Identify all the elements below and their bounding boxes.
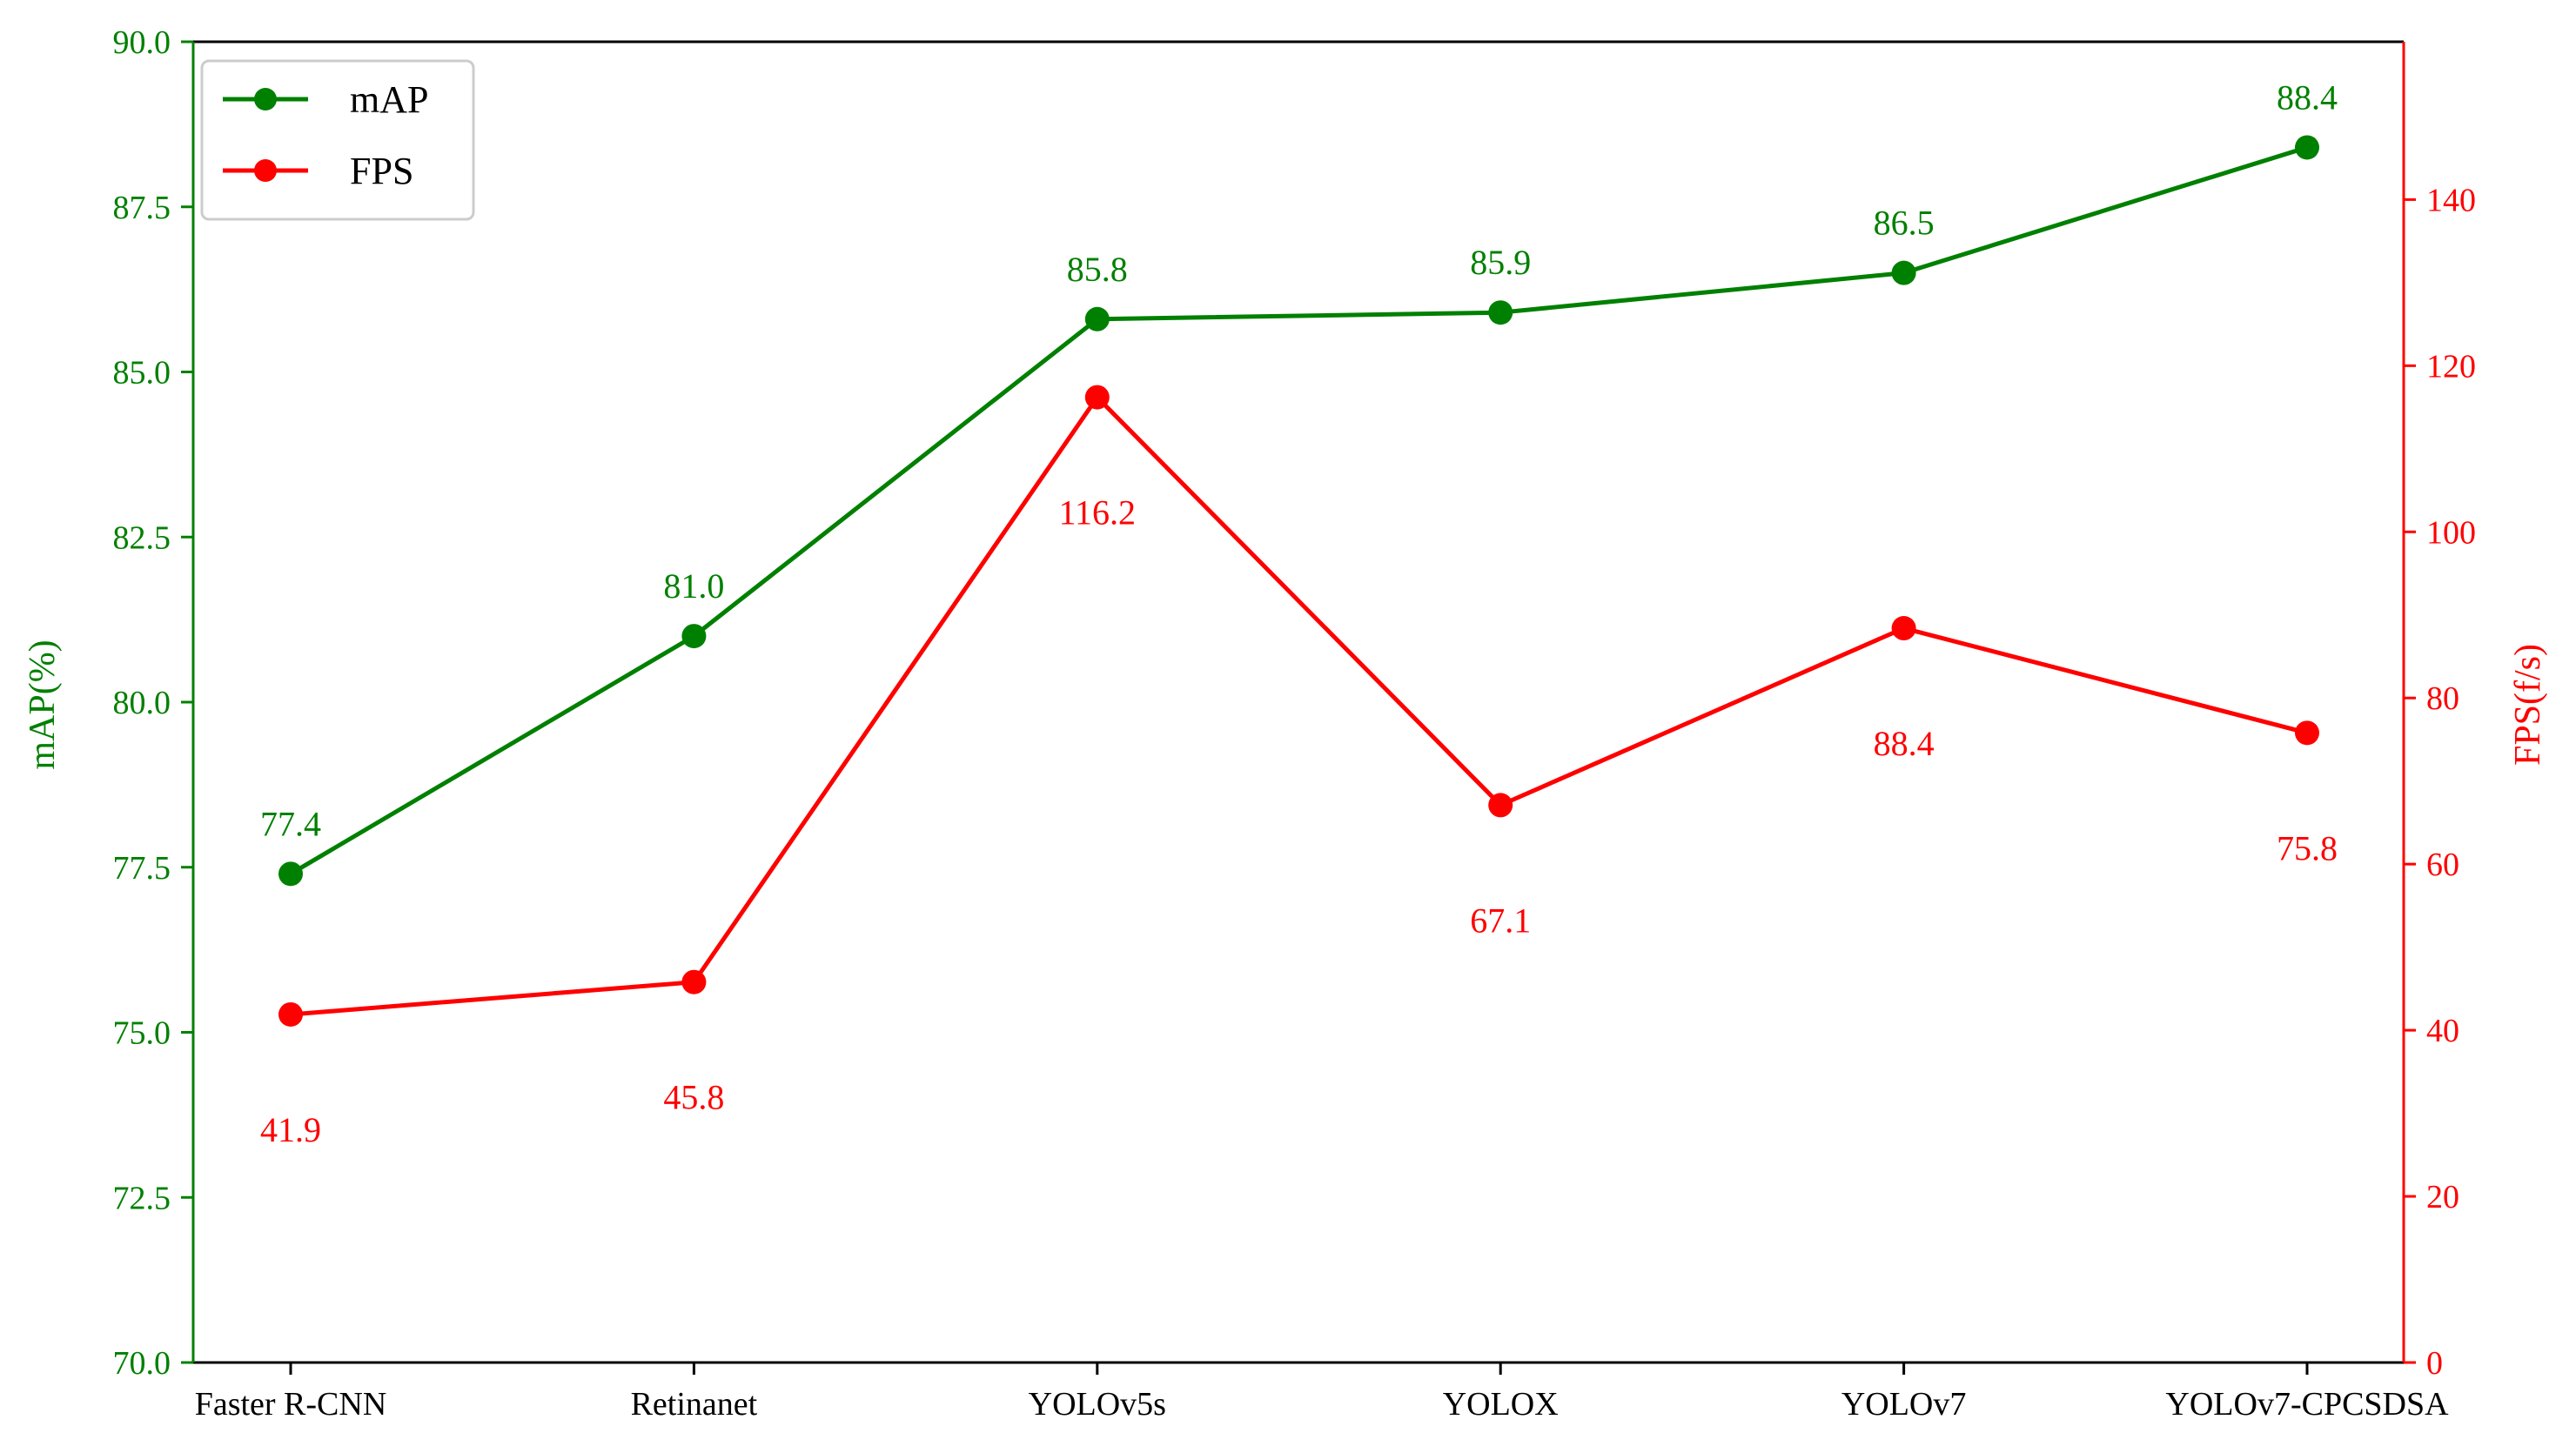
- y-left-tick-label: 87.5: [113, 190, 171, 226]
- fps-data-label: 88.4: [1874, 724, 1935, 763]
- x-tick-label: YOLOX: [1443, 1386, 1559, 1423]
- y-right-tick-label: 0: [2426, 1345, 2443, 1382]
- legend-map-label: mAP: [350, 78, 428, 121]
- y-left-tick-label: 90.0: [113, 24, 171, 61]
- fps-data-label: 45.8: [663, 1078, 724, 1117]
- y-left-tick-label: 70.0: [113, 1345, 171, 1382]
- x-tick-label: YOLOv7-CPCSDSA: [2165, 1386, 2449, 1423]
- y-left-tick-label: 85.0: [113, 355, 171, 392]
- fps-point: [1891, 616, 1916, 641]
- map-data-label: 85.8: [1067, 250, 1128, 289]
- y-right-tick-label: 140: [2426, 182, 2476, 218]
- legend-map-marker: [254, 88, 277, 110]
- y-right-tick-label: 60: [2426, 847, 2459, 883]
- map-point: [681, 624, 707, 649]
- y-right-tick-label: 100: [2426, 514, 2476, 551]
- map-point: [2295, 135, 2319, 160]
- x-tick-label: Faster R-CNN: [195, 1386, 387, 1423]
- fps-data-label: 41.9: [260, 1110, 321, 1149]
- x-tick-label: YOLOv5s: [1029, 1386, 1166, 1423]
- fps-data-label: 67.1: [1470, 901, 1531, 940]
- map-point: [1084, 306, 1110, 331]
- map-data-label: 88.4: [2277, 77, 2338, 117]
- legend-fps-label: FPS: [350, 150, 413, 192]
- fps-series-line: [290, 395, 2308, 1017]
- y-axis-right-title: FPS(f/s): [2508, 644, 2548, 766]
- map-point: [1488, 300, 1513, 325]
- map-series-line: [289, 145, 2308, 876]
- legend-frame: [200, 59, 475, 221]
- map-data-label: 77.4: [260, 804, 321, 843]
- y-right-tick-label: 20: [2426, 1179, 2459, 1215]
- map-data-label: 86.5: [1874, 204, 1935, 243]
- fps-point: [1084, 385, 1110, 410]
- fps-point: [2295, 720, 2319, 746]
- fps-point: [278, 1001, 303, 1027]
- y-left-tick-label: 72.5: [113, 1180, 171, 1216]
- fps-data-label: 75.8: [2277, 828, 2338, 867]
- y-axis-left-title: mAP(%): [23, 639, 63, 769]
- map-point: [1891, 260, 1916, 285]
- map-data-label: 85.9: [1470, 243, 1531, 282]
- map-point: [278, 861, 303, 887]
- fps-point: [1488, 793, 1513, 818]
- y-left-tick-label: 82.5: [113, 519, 171, 556]
- legend-fps-marker: [254, 159, 277, 182]
- fps-point: [681, 969, 707, 994]
- legend: mAP FPS: [200, 59, 475, 221]
- y-right-tick-label: 40: [2426, 1013, 2459, 1049]
- fps-data-label: 116.2: [1059, 493, 1137, 532]
- plot-area: 70.0 72.5 75.0 77.5 80.0 82.5 85.0 87.5 90.0 0 20 4…: [113, 24, 2477, 1423]
- x-tick-label: YOLOv7: [1841, 1386, 1967, 1423]
- x-tick-label: Retinanet: [631, 1386, 758, 1423]
- y-left-tick-label: 77.5: [113, 850, 171, 887]
- y-left-tick-label: 80.0: [113, 685, 171, 721]
- y-right-tick-label: 80: [2426, 680, 2459, 717]
- map-data-label: 81.0: [663, 566, 724, 606]
- y-left-tick-label: 75.0: [113, 1015, 171, 1052]
- y-right-tick-label: 120: [2426, 348, 2476, 385]
